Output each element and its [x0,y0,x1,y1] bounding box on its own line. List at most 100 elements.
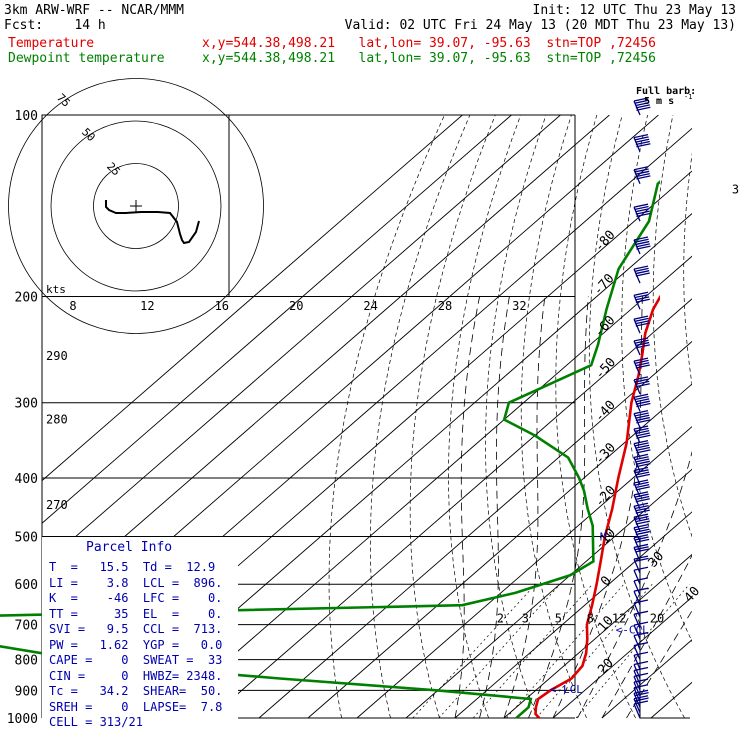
hodo-axis-label-32: 32 [512,299,526,313]
parcel-line-5: PW = 1.62 YGP = 0.0 [49,637,223,652]
wind-barb [633,376,650,395]
moist-adiabat [528,296,589,719]
isotherm-label--20: -20 [592,483,619,510]
pressure-label-500: 500 [15,530,38,545]
moist-adiabat [577,450,692,719]
theta-left-label-270: 270 [46,498,68,512]
parcel-line-10: CELL = 313/21 [49,715,143,729]
dry-adiabat [714,115,740,718]
parcel-line-6: CAPE = 0 SWEAT = 33 [49,653,223,667]
wind-barb [633,666,649,685]
wind-barb [633,97,651,116]
parcel-line-2: K = -46 LFC = 0. [49,591,223,605]
location-temperature: x,y=544.38,498.21 lat,lon= 39.07, -95.63… [202,36,656,51]
pressure-label-900: 900 [15,684,38,699]
model-title: 3km ARW-WRF -- NCAR/MMM [4,3,185,18]
hodo-axis-label-24: 24 [363,299,377,313]
dry-adiabat [328,115,445,719]
wind-barb [633,315,650,334]
wind-barb [633,700,649,719]
wind-barb [633,672,649,691]
hodo-center-marker [130,200,142,212]
isotherm-line [503,553,692,719]
dry-adiabat [409,115,496,719]
wind-barb [633,678,649,697]
parcel-line-4: SVI = 9.5 CCL = 713. [49,622,223,636]
wind-barb [633,133,651,152]
wind-barb [633,534,650,552]
wind-barb [633,566,649,585]
pressure-label-600: 600 [15,578,38,593]
hodo-axis-label-20: 20 [289,299,303,313]
wind-barb [633,577,649,596]
wind-barb [633,357,650,376]
parcel-line-0: T = 15.5 Td = 12.9 [49,560,216,574]
wind-barb [633,203,651,222]
wind-barb [633,337,650,356]
parcel-line-3: TT = 35 EL = 0. [49,606,223,621]
hodo-ring-75 [8,78,264,334]
isotherm-label-0: 0 [598,573,614,589]
wind-barb [633,513,650,532]
hodo-ring-50 [50,120,222,292]
wind-barb [633,439,651,458]
pressure-label-700: 700 [15,619,38,634]
isotherm-label-40: 40 [682,584,704,606]
barb-legend: Full barb: 5 m s -1 [636,86,696,107]
moist-adiabat [454,296,480,719]
barb-legend-exp: -1 [684,93,692,101]
mixing-label-8: 8 [587,612,594,626]
isotherm-line [356,426,692,719]
isotherm-line [454,511,692,719]
hodo-axis-label-28: 28 [438,299,452,313]
valid-time: Valid: 02 UTC Fri 24 May 13 (20 MDT Thu … [344,18,736,33]
wind-barb [633,555,649,574]
wind-barb [633,631,649,650]
dry-adiabat [588,115,685,719]
init-time: Init: 12 UTC Thu 23 May 13 [532,3,737,18]
wind-barb [633,599,649,618]
pressure-label-1000: 1000 [7,712,38,727]
pressure-label-800: 800 [15,654,38,669]
mixing-label-3: 3 [522,612,529,626]
mixing-ratio-line [575,583,690,719]
wind-barbs [633,97,651,719]
parcel-info-box [42,537,238,729]
wind-barb [633,491,650,510]
legend-dewpoint: Dewpoint temperature [8,51,165,66]
location-dewpoint: x,y=544.38,498.21 lat,lon= 39.07, -95.63… [202,51,656,66]
isotherm-label--50: -50 [592,355,619,382]
parcel-info-title: Parcel Info [86,540,173,555]
isotherm-label--70: -70 [591,271,618,298]
isotherm-line [42,115,561,567]
isotherm-line [405,468,692,719]
wind-barb [633,621,649,640]
moist-adiabat [601,554,692,719]
pressure-label-100: 100 [15,109,38,124]
parcel-line-8: Tc = 34.2 SHEAR= 50. [49,684,223,698]
annotation-1: <-LCL [550,683,583,696]
isotherm-label-20: 20 [595,656,617,678]
wind-barb [633,502,650,521]
wind-barb [633,410,651,428]
dry-adiabat [448,115,522,719]
mixing-ratio-line [536,583,653,719]
wind-barb [633,651,649,670]
wind-barb [633,695,649,713]
legend-temperature: Temperature [8,36,95,51]
wind-barb [633,524,650,542]
isotherm-line [160,255,692,719]
hodo-axis-title: kts [46,283,66,296]
wind-barb [633,610,649,629]
isotherm-label--40: -40 [592,398,619,425]
barb-legend-title: Full barb: [636,86,696,97]
dry-adiabat [683,152,692,387]
mixing-label-20: 20 [650,612,664,626]
moist-adiabat [552,296,643,719]
hodo-axis-label-12: 12 [140,299,154,313]
moist-adiabat [479,296,510,719]
isotherm-label--30: -30 [592,440,619,467]
wind-barb [633,479,650,498]
barb-legend-value: 5 m s [644,96,674,107]
